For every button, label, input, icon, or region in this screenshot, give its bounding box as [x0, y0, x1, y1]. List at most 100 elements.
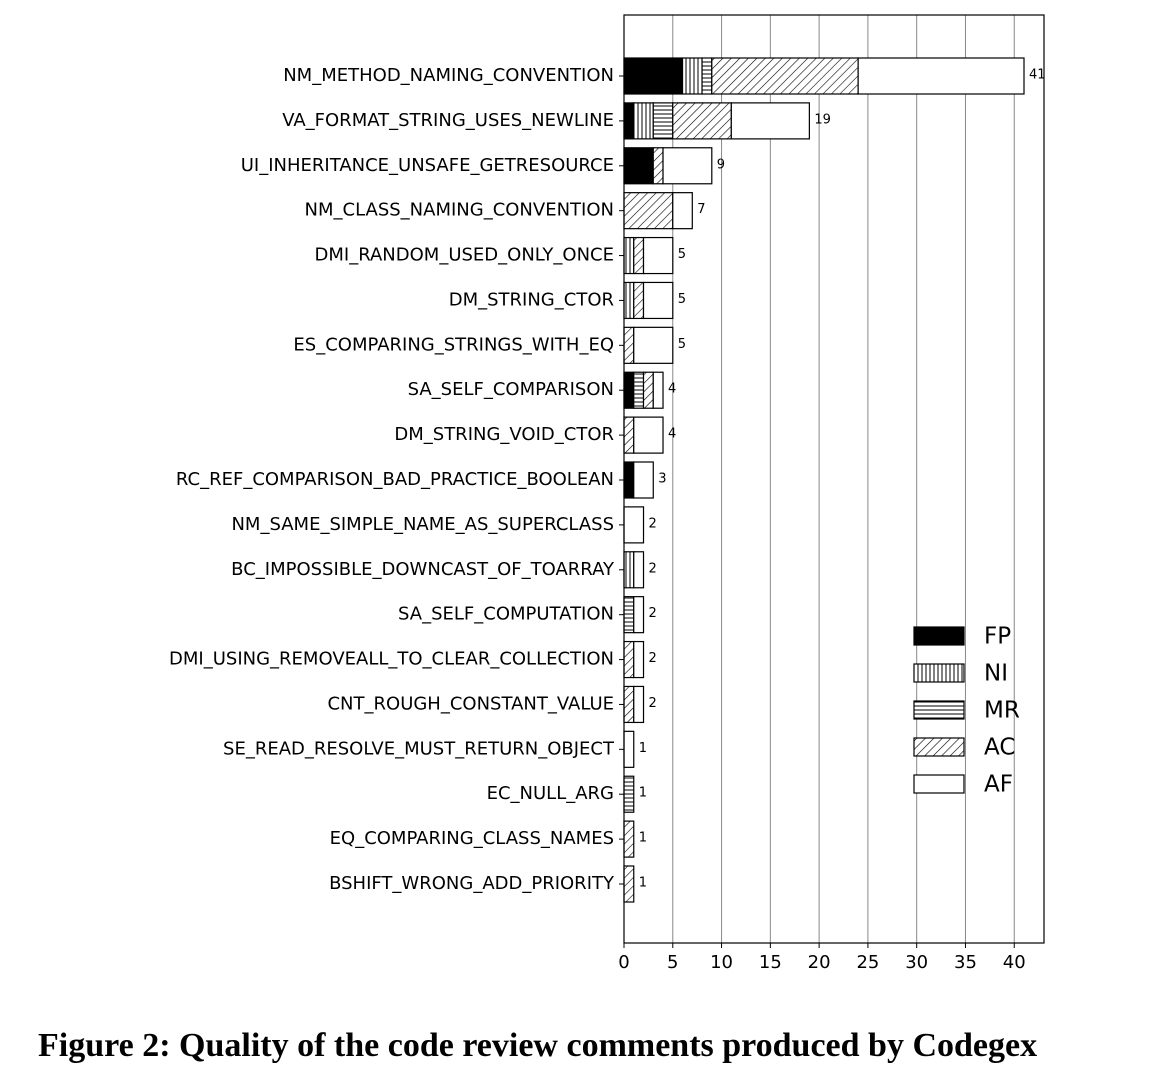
y-tick-label: NM_METHOD_NAMING_CONVENTION — [283, 65, 614, 86]
x-tick-label: 15 — [759, 952, 782, 973]
total-label: 2 — [649, 651, 657, 666]
bar-segment — [623, 865, 635, 903]
x-tick-label: 0 — [618, 952, 629, 973]
total-label: 1 — [639, 876, 647, 891]
total-label: 1 — [639, 786, 647, 801]
y-tick-label: DMI_RANDOM_USED_ONLY_ONCE — [315, 245, 615, 266]
total-label: 19 — [814, 112, 831, 127]
bar-segment — [633, 326, 674, 364]
y-tick-label: CNT_ROUGH_CONSTANT_VALUE — [327, 693, 614, 714]
bar-segment — [623, 236, 635, 275]
y-tick-label: ES_COMPARING_STRINGS_WITH_EQ — [293, 334, 614, 355]
bar-segment — [623, 820, 635, 858]
total-label: 2 — [649, 561, 657, 576]
bar-segment — [623, 775, 635, 813]
y-tick-label: DM_STRING_VOID_CTOR — [394, 424, 614, 445]
bar-segment — [642, 281, 674, 320]
bar-segment — [857, 57, 1025, 95]
bar-segment — [633, 236, 645, 275]
legend-label: AC — [984, 735, 1015, 761]
total-label: 7 — [697, 202, 705, 217]
bar-segment — [633, 461, 654, 499]
total-label: 5 — [678, 337, 686, 352]
bar-segment — [633, 596, 645, 634]
y-tick-label: BC_IMPOSSIBLE_DOWNCAST_OF_TOARRAY — [231, 559, 615, 580]
total-label: 4 — [668, 427, 676, 442]
total-label: 2 — [649, 606, 657, 621]
bar-segment — [672, 102, 732, 140]
bar-segment — [623, 730, 635, 768]
x-tick-label: 40 — [1003, 952, 1026, 973]
total-label: 5 — [678, 292, 686, 307]
x-tick-label: 35 — [954, 952, 977, 973]
total-label: 3 — [658, 472, 666, 487]
bar-segment — [642, 371, 654, 409]
bar-segment — [623, 371, 635, 409]
bar-segment — [633, 551, 645, 589]
y-tick-label: NM_CLASS_NAMING_CONVENTION — [305, 200, 615, 221]
bar-segment — [633, 685, 645, 724]
bar-segment — [633, 102, 654, 140]
y-tick-label: RC_REF_COMPARISON_BAD_PRACTICE_BOOLEAN — [176, 469, 614, 490]
bar-segment — [623, 461, 635, 499]
x-tick-label: 10 — [710, 952, 733, 973]
y-tick-label: EQ_COMPARING_CLASS_NAMES — [330, 828, 614, 849]
bar-segment — [701, 57, 713, 95]
total-label: 41 — [1029, 68, 1046, 83]
bar-segment — [623, 551, 635, 589]
y-tick-label: NM_SAME_SIMPLE_NAME_AS_SUPERCLASS — [231, 514, 614, 535]
bar-segment — [633, 281, 645, 320]
legend-label: MR — [984, 698, 1020, 724]
bar-segment — [711, 57, 859, 95]
total-label: 1 — [639, 831, 647, 846]
bar-segment — [623, 416, 635, 454]
labels: 0 5 10 15 20 25 30 35 40NM_METHOD_NAMING_CONVENT… — [169, 65, 1046, 973]
bar-segment — [633, 640, 645, 679]
x-tick-label: 30 — [905, 952, 928, 973]
total-label: 4 — [668, 382, 676, 397]
bar-segment — [623, 685, 635, 724]
legend-swatch — [913, 626, 965, 646]
bar-segment — [623, 57, 684, 95]
caption: Figure 2: Quality of the code review com… — [38, 1027, 1037, 1064]
bar-segment — [623, 147, 654, 185]
total-label: 1 — [639, 741, 647, 756]
x-tick-label: 5 — [667, 952, 678, 973]
legend-label: FP — [984, 624, 1011, 650]
bar-segment — [623, 506, 645, 544]
bar-segment — [623, 281, 635, 320]
y-tick-label: BSHIFT_WRONG_ADD_PRIORITY — [329, 873, 615, 894]
bar-segment — [633, 416, 664, 454]
legend-swatch — [913, 774, 965, 794]
bar-segment — [623, 102, 635, 140]
total-label: 2 — [649, 696, 657, 711]
bar-segment — [633, 371, 645, 409]
y-tick-label: SA_SELF_COMPARISON — [408, 379, 614, 400]
bar-segment — [623, 640, 635, 679]
bar-segment — [662, 147, 713, 185]
bar-segment — [642, 236, 674, 275]
y-tick-label: SE_READ_RESOLVE_MUST_RETURN_OBJECT — [223, 738, 615, 759]
y-tick-label: EC_NULL_ARG — [487, 783, 614, 804]
bar-segment — [623, 192, 674, 230]
bar-segment — [681, 57, 703, 95]
y-tick-label: UI_INHERITANCE_UNSAFE_GETRESOURCE — [241, 155, 614, 176]
bar-segment — [623, 326, 635, 364]
total-label: 2 — [649, 516, 657, 531]
bar-segment — [652, 102, 674, 140]
total-label: 9 — [717, 157, 725, 172]
legend-label: AF — [984, 772, 1013, 798]
plot-frame — [623, 14, 1045, 944]
bars — [623, 57, 1025, 903]
total-label: 5 — [678, 247, 686, 262]
legend-swatch — [913, 700, 965, 720]
bar-segment — [672, 192, 693, 230]
bar-segment — [730, 102, 810, 140]
x-tick-label: 25 — [856, 952, 879, 973]
bar-segment — [652, 147, 664, 185]
y-tick-label: VA_FORMAT_STRING_USES_NEWLINE — [282, 110, 614, 131]
bar-segment — [623, 596, 635, 634]
y-tick-label: DM_STRING_CTOR — [449, 289, 614, 310]
